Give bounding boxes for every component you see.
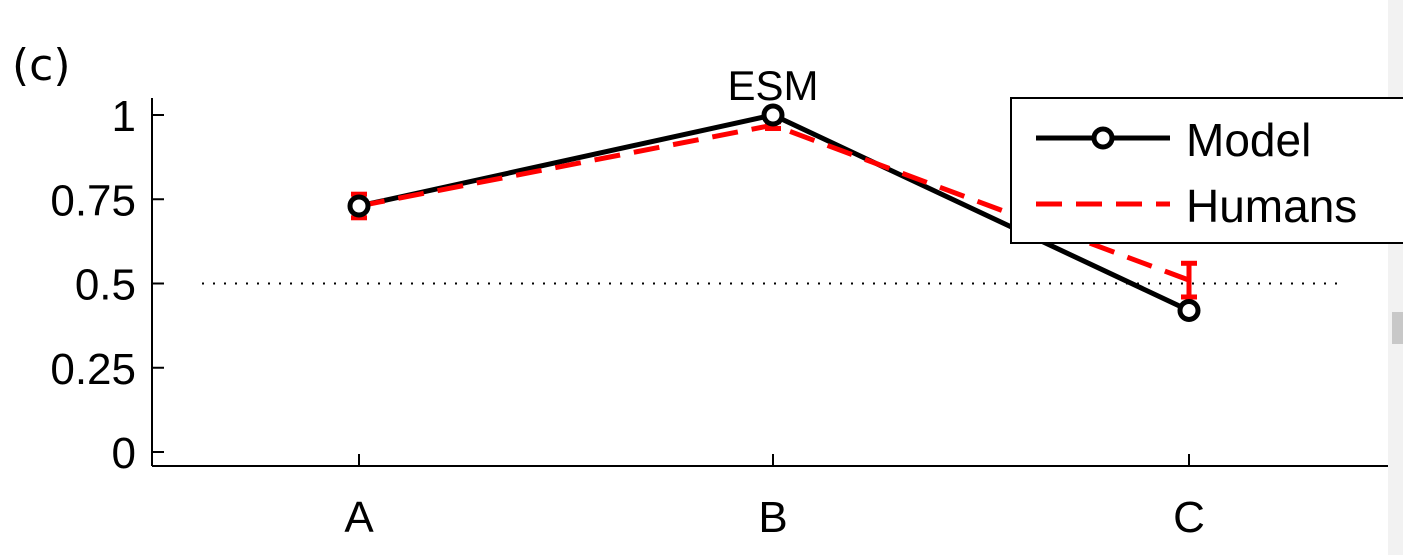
legend-label-model: Model: [1186, 114, 1311, 166]
esm-annotation: ESM: [727, 62, 818, 109]
panel-label: (c): [12, 40, 71, 91]
y-tick-label: 1: [112, 92, 136, 141]
y-ticks: 0 0.25 0.5 0.75 1: [50, 92, 164, 478]
x-axis: A B C: [152, 454, 1388, 542]
x-tick-label: C: [1173, 493, 1205, 542]
model-point: [347, 194, 371, 218]
humans-error-bar: [1181, 260, 1197, 300]
x-tick-label: B: [758, 493, 787, 542]
series-layer: [347, 103, 1201, 322]
legend-label-humans: Humans: [1186, 180, 1357, 232]
y-tick-label: 0: [112, 429, 136, 478]
x-tick-label: A: [344, 493, 374, 542]
y-tick-label: 0.5: [75, 261, 136, 310]
y-tick-label: 0.75: [50, 176, 136, 225]
y-axis: 0 0.25 0.5 0.75 1: [50, 92, 164, 478]
legend-swatch-model-marker: [1091, 126, 1115, 150]
x-ticks: A B C: [344, 454, 1205, 542]
legend-items: Model Humans: [1036, 114, 1357, 232]
legend-box: [1010, 97, 1403, 244]
model-point: [761, 103, 785, 127]
y-tick-label: 0.25: [50, 345, 136, 394]
model-point: [1177, 298, 1201, 322]
scrollbar-thumb[interactable]: [1392, 312, 1403, 344]
legend: Model Humans: [1010, 97, 1403, 244]
